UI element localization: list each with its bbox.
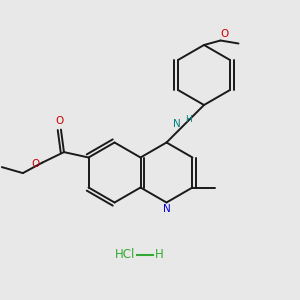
Text: O: O (221, 29, 229, 39)
Text: H: H (154, 248, 163, 262)
Text: N: N (163, 204, 170, 214)
Text: O: O (55, 116, 64, 126)
Text: N: N (173, 119, 181, 129)
Text: H: H (185, 115, 192, 124)
Text: O: O (32, 159, 40, 169)
Text: HCl: HCl (115, 248, 135, 262)
